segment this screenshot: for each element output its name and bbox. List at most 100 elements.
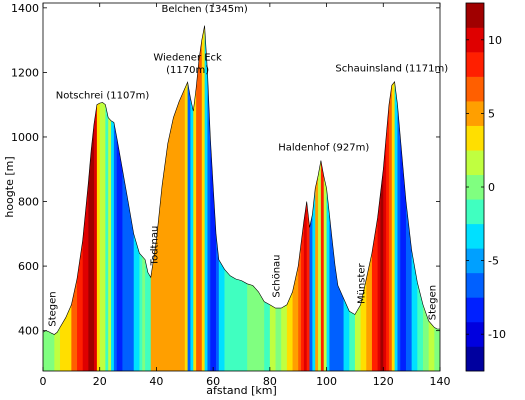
gradient-band [99,25,106,371]
gradient-band [394,25,398,371]
gradient-band [230,25,248,371]
place-label: Stegen [427,285,438,320]
gradient-band [405,25,413,371]
gradient-band [343,25,350,371]
x-tick-label: 100 [316,375,337,388]
gradient-band [383,25,387,371]
gradient-band [298,25,302,371]
place-label: Schönau [272,254,283,297]
plot-axes-frame [42,2,441,372]
x-tick-label: 140 [430,375,451,388]
colorbar-swatch [466,27,484,53]
gradient-band [108,25,112,371]
colorbar-swatch [466,223,484,249]
place-label: Todtnau [150,226,161,267]
pass-label: Haldenhof (927m) [278,143,369,154]
gradient-band [247,25,265,371]
axis-ticks: 0 20 40 60 80 100 120 140 400 600 800 1000 1200 1400 [11,2,451,388]
gradient-band [187,25,191,371]
gradient-band [417,25,424,371]
gradient-band [354,25,361,371]
gradient-band [301,25,305,371]
gradient-band [96,25,101,371]
gradient-band [360,25,367,371]
colorbar-tick-label: 10 [488,34,502,47]
gradient-band [94,25,98,371]
gradient-band [281,25,288,371]
y-tick-label: 400 [18,325,39,338]
colorbar-tick-label: -5 [488,255,499,268]
gradient-band [184,25,189,371]
pass-label: Schauinsland (1171m) [335,64,448,75]
gradient-band [193,25,197,371]
x-tick-label: 20 [93,375,107,388]
gradient-band [349,25,356,371]
pass-label: Belchen (1345m) [161,4,247,15]
x-tick-label: 120 [373,375,394,388]
gradient-band [128,25,135,371]
gradient-band [309,25,313,371]
y-tick-label: 1000 [11,131,39,144]
gradient-band [329,25,333,371]
colorbar-swatch [466,3,484,28]
gradient-band [201,25,206,371]
gradient-band [366,25,373,371]
gradient-band [303,25,308,371]
gradient-band [286,25,293,371]
y-tick-label: 600 [18,260,39,273]
x-tick-label: 40 [149,375,163,388]
gradient-color-bands [43,25,440,371]
gradient-band [386,25,390,371]
gradient-band [312,25,316,371]
pass-label: Wiedener Eck [153,52,222,63]
y-tick-label: 800 [18,196,39,209]
gradient-band [207,25,211,371]
colorbar-swatch [466,272,484,298]
gradient-band [320,25,325,371]
gradient-band [371,25,379,371]
gradient-band [391,25,396,371]
x-axis-label: afstand [km] [206,384,277,397]
colorbar-swatch [466,174,484,200]
gradient-band [397,25,401,371]
y-tick-label: 1400 [11,2,39,15]
colorbar-swatch [466,321,484,347]
colorbar-tick-label: -10 [488,328,506,341]
gradient-band [306,25,310,371]
elevation-profile-line [42,25,440,335]
gradient-band [269,25,276,371]
pass-label: (1170m) [166,65,209,76]
gradient-band [116,25,123,371]
colorbar-swatch [466,346,484,372]
gradient-band [323,25,327,371]
gradient-band [411,25,418,371]
gradient-band [142,25,146,371]
colorbar-swatch [466,297,484,323]
colorbar-swatch [466,52,484,77]
colorbar-swatch [466,248,484,274]
gradient-band [318,25,322,371]
place-label: Stegen [48,291,59,326]
gradient-band [326,25,330,371]
gradient-band [264,25,271,371]
gradient-band [210,25,217,371]
gradient-band [388,25,393,371]
colorbar-swatch [466,76,484,102]
colorbar: -10 -5 0 5 10 [465,2,506,372]
gradient-band [139,25,143,371]
gradient-band [88,25,95,371]
gradient-band [133,25,140,371]
gradient-band [145,25,152,371]
gradient-band [275,25,282,371]
gradient-band [332,25,339,371]
colorbar-swatch [466,125,484,151]
gradient-band [380,25,384,371]
y-axis-label: hoogte [m] [3,156,16,217]
x-tick-label: 80 [263,375,277,388]
gradient-band [71,25,78,371]
gradient-band [122,25,129,371]
y-tick-label: 1200 [11,66,39,79]
colorbar-swatch [466,199,484,225]
colorbar-swatch [466,150,484,176]
